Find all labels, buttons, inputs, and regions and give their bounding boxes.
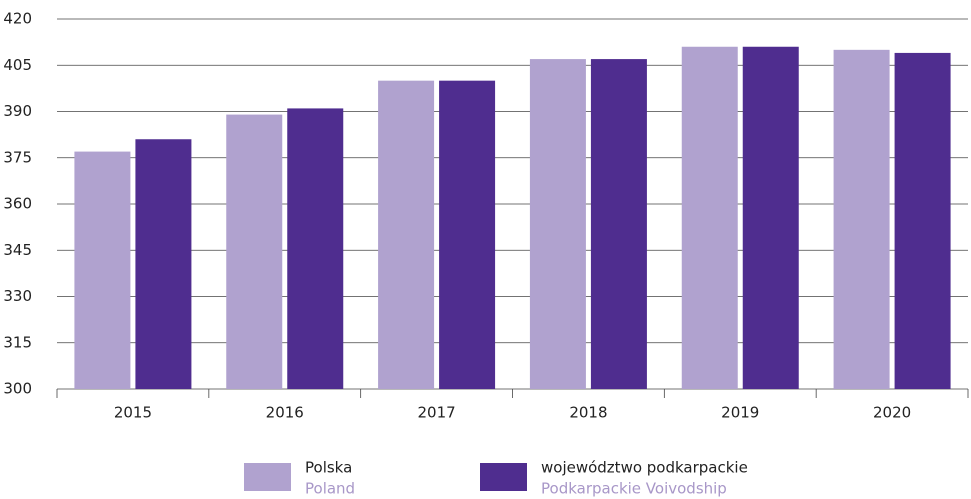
bar — [590, 59, 647, 389]
legend-swatch — [480, 463, 527, 491]
y-tick-label: 300 — [3, 380, 32, 398]
bar — [681, 46, 738, 389]
y-tick-label: 390 — [3, 102, 32, 120]
legend-label: Polska — [305, 459, 352, 477]
legend-label: województwo podkarpackie — [541, 459, 748, 477]
bar — [135, 139, 192, 389]
y-tick-label: 360 — [3, 195, 32, 213]
bar — [287, 108, 344, 390]
bar — [529, 59, 586, 389]
x-tick-label: 2015 — [114, 404, 152, 422]
y-tick-label: 315 — [3, 333, 32, 351]
x-tick-label: 2017 — [417, 404, 455, 422]
bar — [833, 49, 890, 389]
x-tick-label: 2020 — [873, 404, 911, 422]
bar — [439, 80, 496, 390]
x-tick-label: 2016 — [266, 404, 304, 422]
legend-swatch — [244, 463, 291, 491]
y-tick-label: 345 — [3, 241, 32, 259]
bar — [74, 151, 131, 389]
bar — [226, 114, 283, 389]
y-tick-label: 420 — [3, 10, 32, 28]
bar — [742, 46, 799, 389]
bar — [378, 80, 435, 390]
y-tick-label: 375 — [3, 148, 32, 166]
bar — [894, 52, 951, 390]
x-tick-label: 2019 — [721, 404, 759, 422]
x-tick-label: 2018 — [569, 404, 607, 422]
y-tick-label: 405 — [3, 56, 32, 74]
legend-sublabel: Poland — [305, 480, 355, 498]
legend-sublabel: Podkarpackie Voivodship — [541, 480, 727, 498]
y-tick-label: 330 — [3, 287, 32, 305]
